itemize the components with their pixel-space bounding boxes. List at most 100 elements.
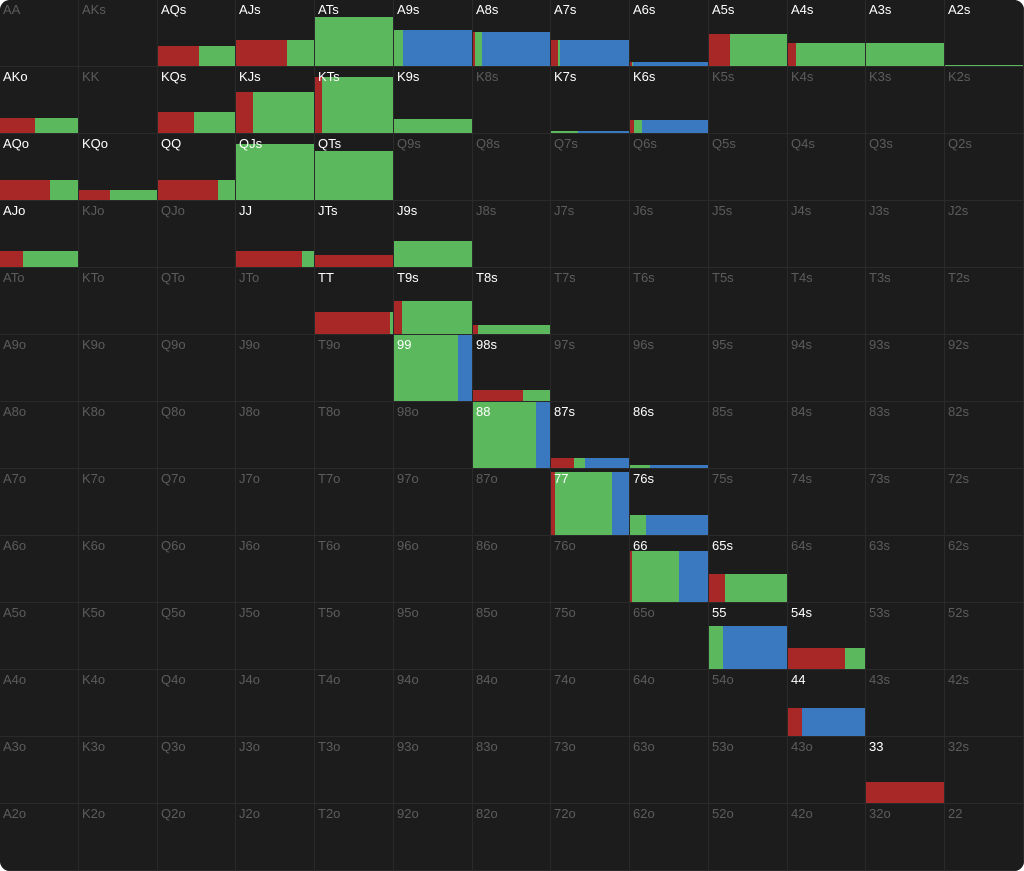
hand-cell-QJo[interactable]: QJo — [158, 201, 236, 268]
hand-cell-74s[interactable]: 74s — [788, 469, 866, 536]
hand-cell-Q4s[interactable]: Q4s — [788, 134, 866, 201]
hand-cell-J4o[interactable]: J4o — [236, 670, 315, 737]
hand-cell-QJs[interactable]: QJs — [236, 134, 315, 201]
hand-cell-JTs[interactable]: JTs — [315, 201, 394, 268]
hand-cell-82s[interactable]: 82s — [945, 402, 1024, 469]
hand-cell-J5s[interactable]: J5s — [709, 201, 788, 268]
hand-cell-ATs[interactable]: ATs — [315, 0, 394, 67]
hand-cell-J4s[interactable]: J4s — [788, 201, 866, 268]
hand-cell-T2s[interactable]: T2s — [945, 268, 1024, 335]
hand-cell-T8o[interactable]: T8o — [315, 402, 394, 469]
hand-cell-82o[interactable]: 82o — [473, 804, 551, 871]
hand-cell-83s[interactable]: 83s — [866, 402, 945, 469]
hand-cell-JJ[interactable]: JJ — [236, 201, 315, 268]
hand-cell-95o[interactable]: 95o — [394, 603, 473, 670]
hand-cell-98s[interactable]: 98s — [473, 335, 551, 402]
hand-cell-T2o[interactable]: T2o — [315, 804, 394, 871]
hand-cell-J9o[interactable]: J9o — [236, 335, 315, 402]
hand-cell-75s[interactable]: 75s — [709, 469, 788, 536]
hand-cell-A8s[interactable]: A8s — [473, 0, 551, 67]
hand-cell-88[interactable]: 88 — [473, 402, 551, 469]
hand-cell-54o[interactable]: 54o — [709, 670, 788, 737]
hand-cell-K5o[interactable]: K5o — [79, 603, 158, 670]
hand-cell-K8s[interactable]: K8s — [473, 67, 551, 134]
hand-cell-J3o[interactable]: J3o — [236, 737, 315, 804]
hand-cell-86s[interactable]: 86s — [630, 402, 709, 469]
hand-cell-J5o[interactable]: J5o — [236, 603, 315, 670]
hand-cell-Q6s[interactable]: Q6s — [630, 134, 709, 201]
hand-cell-T5s[interactable]: T5s — [709, 268, 788, 335]
hand-cell-42s[interactable]: 42s — [945, 670, 1024, 737]
hand-cell-J7s[interactable]: J7s — [551, 201, 630, 268]
hand-cell-KJo[interactable]: KJo — [79, 201, 158, 268]
hand-cell-76o[interactable]: 76o — [551, 536, 630, 603]
hand-cell-K9s[interactable]: K9s — [394, 67, 473, 134]
hand-cell-93s[interactable]: 93s — [866, 335, 945, 402]
hand-cell-Q4o[interactable]: Q4o — [158, 670, 236, 737]
hand-cell-32o[interactable]: 32o — [866, 804, 945, 871]
hand-cell-A9o[interactable]: A9o — [0, 335, 79, 402]
hand-cell-J6s[interactable]: J6s — [630, 201, 709, 268]
hand-cell-52o[interactable]: 52o — [709, 804, 788, 871]
hand-cell-J3s[interactable]: J3s — [866, 201, 945, 268]
hand-cell-62o[interactable]: 62o — [630, 804, 709, 871]
hand-cell-Q9o[interactable]: Q9o — [158, 335, 236, 402]
hand-cell-K8o[interactable]: K8o — [79, 402, 158, 469]
hand-cell-Q8o[interactable]: Q8o — [158, 402, 236, 469]
hand-cell-84s[interactable]: 84s — [788, 402, 866, 469]
hand-cell-Q5s[interactable]: Q5s — [709, 134, 788, 201]
hand-cell-K2o[interactable]: K2o — [79, 804, 158, 871]
hand-cell-AQs[interactable]: AQs — [158, 0, 236, 67]
hand-cell-72s[interactable]: 72s — [945, 469, 1024, 536]
hand-cell-76s[interactable]: 76s — [630, 469, 709, 536]
hand-cell-K3s[interactable]: K3s — [866, 67, 945, 134]
hand-cell-32s[interactable]: 32s — [945, 737, 1024, 804]
hand-cell-KTo[interactable]: KTo — [79, 268, 158, 335]
hand-cell-Q7o[interactable]: Q7o — [158, 469, 236, 536]
hand-cell-Q8s[interactable]: Q8s — [473, 134, 551, 201]
hand-cell-77[interactable]: 77 — [551, 469, 630, 536]
hand-cell-KTs[interactable]: KTs — [315, 67, 394, 134]
hand-cell-KQs[interactable]: KQs — [158, 67, 236, 134]
hand-cell-53o[interactable]: 53o — [709, 737, 788, 804]
hand-cell-T9o[interactable]: T9o — [315, 335, 394, 402]
hand-cell-A5s[interactable]: A5s — [709, 0, 788, 67]
hand-cell-93o[interactable]: 93o — [394, 737, 473, 804]
hand-cell-T5o[interactable]: T5o — [315, 603, 394, 670]
hand-cell-Q5o[interactable]: Q5o — [158, 603, 236, 670]
hand-cell-53s[interactable]: 53s — [866, 603, 945, 670]
hand-cell-A7s[interactable]: A7s — [551, 0, 630, 67]
hand-cell-QTo[interactable]: QTo — [158, 268, 236, 335]
hand-cell-64o[interactable]: 64o — [630, 670, 709, 737]
hand-cell-83o[interactable]: 83o — [473, 737, 551, 804]
hand-cell-Q9s[interactable]: Q9s — [394, 134, 473, 201]
hand-cell-A3s[interactable]: A3s — [866, 0, 945, 67]
hand-cell-55[interactable]: 55 — [709, 603, 788, 670]
hand-cell-97s[interactable]: 97s — [551, 335, 630, 402]
hand-cell-A3o[interactable]: A3o — [0, 737, 79, 804]
hand-cell-J2o[interactable]: J2o — [236, 804, 315, 871]
hand-cell-A5o[interactable]: A5o — [0, 603, 79, 670]
hand-cell-T6s[interactable]: T6s — [630, 268, 709, 335]
hand-cell-92s[interactable]: 92s — [945, 335, 1024, 402]
hand-cell-65s[interactable]: 65s — [709, 536, 788, 603]
hand-cell-T6o[interactable]: T6o — [315, 536, 394, 603]
hand-cell-Q2s[interactable]: Q2s — [945, 134, 1024, 201]
hand-cell-73s[interactable]: 73s — [866, 469, 945, 536]
hand-cell-Q2o[interactable]: Q2o — [158, 804, 236, 871]
hand-cell-94s[interactable]: 94s — [788, 335, 866, 402]
hand-cell-33[interactable]: 33 — [866, 737, 945, 804]
hand-cell-J2s[interactable]: J2s — [945, 201, 1024, 268]
hand-cell-97o[interactable]: 97o — [394, 469, 473, 536]
hand-cell-AA[interactable]: AA — [0, 0, 79, 67]
hand-cell-QTs[interactable]: QTs — [315, 134, 394, 201]
hand-cell-63s[interactable]: 63s — [866, 536, 945, 603]
hand-cell-85o[interactable]: 85o — [473, 603, 551, 670]
hand-cell-K7o[interactable]: K7o — [79, 469, 158, 536]
hand-cell-A2o[interactable]: A2o — [0, 804, 79, 871]
hand-cell-K3o[interactable]: K3o — [79, 737, 158, 804]
hand-cell-65o[interactable]: 65o — [630, 603, 709, 670]
hand-cell-75o[interactable]: 75o — [551, 603, 630, 670]
hand-cell-K4s[interactable]: K4s — [788, 67, 866, 134]
hand-cell-A4o[interactable]: A4o — [0, 670, 79, 737]
